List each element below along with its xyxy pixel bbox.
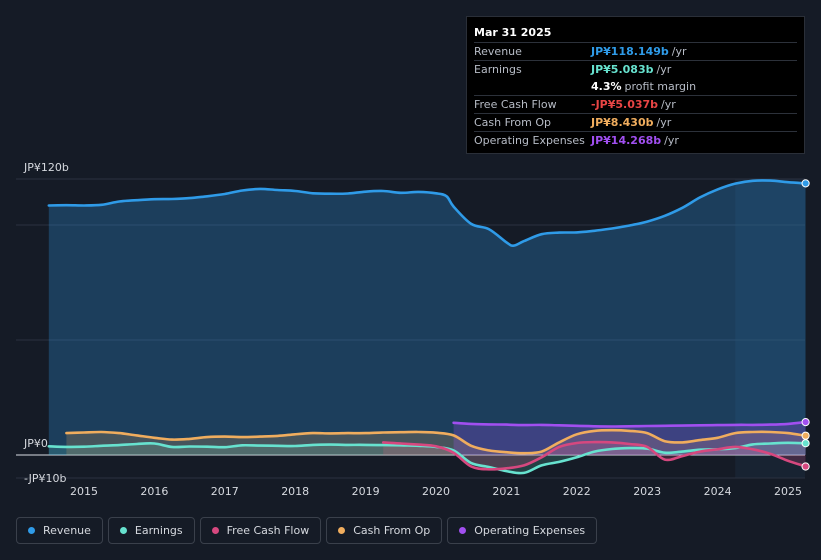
legend-dot-icon [119,527,127,534]
x-tick-label: 2023 [633,485,661,498]
legend-item-earnings[interactable]: Earnings [107,517,195,544]
legend-item-cash-from-op[interactable]: Cash From Op [326,517,443,544]
x-tick-label: 2019 [352,485,380,498]
tooltip-date: Mar 31 2025 [474,26,552,39]
x-tick-label: 2022 [563,485,591,498]
legend-dot-icon [338,527,346,534]
tooltip-row: 4.3% profit margin [474,78,797,95]
tooltip-unit: /yr [656,63,672,76]
revenue-end-marker [801,179,810,188]
legend-item-free-cash-flow[interactable]: Free Cash Flow [199,517,322,544]
legend-label: Operating Expenses [474,524,586,537]
forecast-region [735,179,805,478]
tooltip-label: Cash From Op [474,116,552,129]
x-axis-labels: 2015 2016 2017 2018 2019 2020 2021 2022 2023 2024… [70,485,802,498]
legend-label: Cash From Op [353,524,431,537]
x-tick-label: 2016 [140,485,168,498]
marker-layer [801,179,810,471]
free-cash-flow-line [381,440,807,471]
legend-dot-icon [28,527,35,534]
free-cash-flow-end-marker [801,462,810,471]
tooltip-value: -JP¥5.037b [591,98,659,111]
x-tick-label: 2018 [281,485,309,498]
revenue-line [47,179,807,248]
tooltip-label: Earnings [474,63,522,76]
tooltip-unit: /yr [671,45,687,58]
tooltip-unit: /yr [661,98,676,111]
y-axis-labels: JP¥120b JP¥0 -JP¥10b [23,161,69,485]
tooltip-row: Earnings JP¥5.083b/yr [474,60,797,78]
grid-layer [16,178,805,479]
tooltip-value: JP¥8.430b [591,116,654,129]
legend-dot-icon [211,527,219,534]
y-tick-label: JP¥120b [23,161,69,174]
area-layer [48,180,806,474]
operating-expenses-line [452,420,807,428]
tooltip-value: JP¥118.149b [591,45,669,58]
chart-legend: Revenue Earnings Free Cash Flow Cash From O… [16,517,598,546]
tooltip-value: JP¥5.083b [591,63,654,76]
revenue-area [48,180,806,455]
tooltip-label: Operating Expenses [474,134,585,147]
cash-from-op-line [65,428,807,455]
tooltip-row: Free Cash Flow -JP¥5.037b/yr [474,95,797,113]
free-cash-flow-area [383,442,806,470]
legend-item-revenue[interactable]: Revenue [16,517,103,544]
tooltip-row: Cash From Op JP¥8.430b/yr [474,113,797,131]
x-tick-label: 2025 [774,485,802,498]
tooltip-value: 4.3% [591,80,622,93]
legend-label: Earnings [134,524,183,537]
x-tick-label: 2024 [704,485,732,498]
x-tick-label: 2020 [422,485,450,498]
earnings-area [48,442,806,474]
y-tick-label: JP¥0 [23,437,48,450]
line-layer [47,179,807,475]
data-tooltip: Mar 31 2025 Revenue JP¥118.149b/yr Earning… [466,16,805,154]
cash-from-op-end-marker [801,431,810,440]
legend-item-operating-expenses[interactable]: Operating Expenses [447,517,598,544]
legend-label: Revenue [43,524,91,537]
earnings-end-marker [801,439,810,448]
tooltip-label: Free Cash Flow [474,98,557,111]
tooltip-unit: /yr [656,116,672,129]
legend-dot-icon [459,527,467,534]
operating-expenses-end-marker [801,418,810,427]
tooltip-unit: /yr [664,134,679,147]
x-tick-label: 2017 [211,485,239,498]
tooltip-row: Revenue JP¥118.149b/yr [474,42,797,60]
tooltip-label: Revenue [474,45,522,58]
legend-label: Free Cash Flow [226,524,310,537]
x-tick-label: 2021 [492,485,520,498]
tooltip-value: JP¥14.268b [591,134,662,147]
operating-expenses-area [453,422,806,455]
y-tick-label: -JP¥10b [24,472,66,485]
x-tick-label: 2015 [70,485,98,498]
tooltip-row: Operating Expenses JP¥14.268b/yr [474,131,797,149]
tooltip-unit: profit margin [624,80,697,93]
